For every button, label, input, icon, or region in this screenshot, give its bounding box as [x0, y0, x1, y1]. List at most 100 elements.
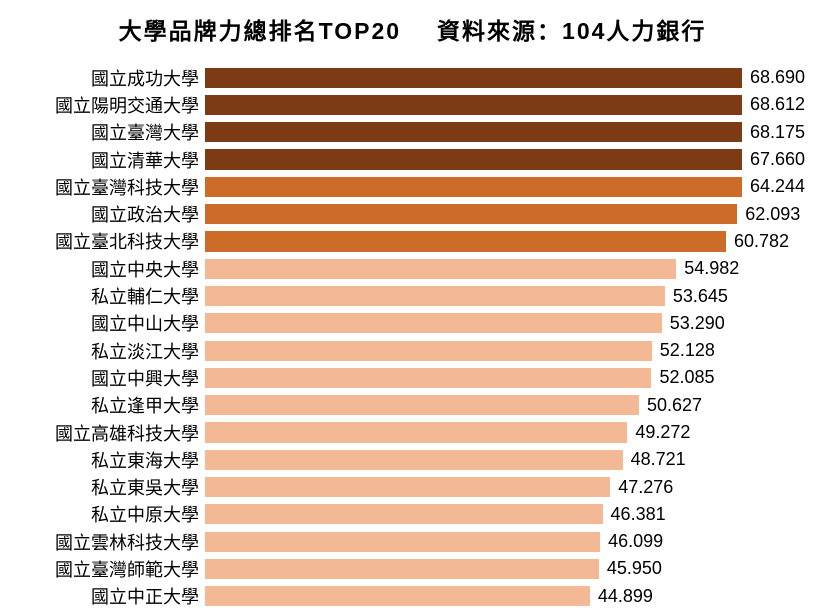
bar-zone: 60.782	[205, 228, 805, 255]
bar-value: 60.782	[734, 231, 789, 252]
bar-value: 53.645	[673, 286, 728, 307]
bar-zone: 49.272	[205, 419, 805, 446]
chart-row: 國立高雄科技大學 49.272	[20, 419, 805, 446]
bar-value: 47.276	[618, 477, 673, 498]
chart-row: 私立逢甲大學 50.627	[20, 392, 805, 419]
bar-value: 52.085	[659, 367, 714, 388]
bar-value: 54.982	[684, 258, 739, 279]
bar-zone: 44.899	[205, 583, 805, 610]
bar-value: 48.721	[631, 449, 686, 470]
bar-label: 國立中興大學	[20, 365, 205, 391]
bar-zone: 46.381	[205, 501, 805, 528]
bar-value: 52.128	[660, 340, 715, 361]
bar-value: 49.272	[635, 422, 690, 443]
bar-label: 私立東海大學	[20, 447, 205, 473]
bar-label: 私立東吳大學	[20, 474, 205, 500]
chart-row: 國立政治大學 62.093	[20, 200, 805, 227]
bar-label: 國立中央大學	[20, 256, 205, 282]
bar-label: 私立逢甲大學	[20, 392, 205, 418]
bar-zone: 64.244	[205, 173, 805, 200]
bar	[205, 313, 662, 333]
bar-label: 私立輔仁大學	[20, 283, 205, 309]
chart-row: 私立東海大學 48.721	[20, 446, 805, 473]
bar-value: 68.612	[750, 94, 805, 115]
bar-zone: 48.721	[205, 446, 805, 473]
bar-label: 國立清華大學	[20, 147, 205, 173]
bar	[205, 559, 599, 579]
bar	[205, 586, 590, 606]
bar-label: 國立成功大學	[20, 65, 205, 91]
bar-value: 53.290	[670, 313, 725, 334]
bar-value: 46.381	[611, 504, 666, 525]
bar	[205, 286, 665, 306]
chart-row: 國立中山大學 53.290	[20, 310, 805, 337]
bar-zone: 52.128	[205, 337, 805, 364]
chart-row: 國立中興大學 52.085	[20, 364, 805, 391]
chart-row: 國立雲林科技大學 46.099	[20, 528, 805, 555]
bar-label: 國立臺灣大學	[20, 119, 205, 145]
bar-label: 國立中正大學	[20, 583, 205, 609]
bar	[205, 422, 627, 442]
bar	[205, 504, 603, 524]
bar-zone: 53.645	[205, 282, 805, 309]
bar	[205, 477, 610, 497]
bar	[205, 204, 737, 224]
bar-label: 國立中山大學	[20, 310, 205, 336]
bar-zone: 67.660	[205, 146, 805, 173]
bar-value: 45.950	[607, 558, 662, 579]
chart-row: 私立輔仁大學 53.645	[20, 282, 805, 309]
bar-label: 國立陽明交通大學	[20, 92, 205, 118]
bar-label: 國立雲林科技大學	[20, 529, 205, 555]
bar-value: 67.660	[750, 149, 805, 170]
bar-label: 私立淡江大學	[20, 338, 205, 364]
bar-label: 國立臺北科技大學	[20, 228, 205, 254]
chart-row: 國立臺灣科技大學64.244	[20, 173, 805, 200]
chart-row: 國立中央大學 54.982	[20, 255, 805, 282]
bar	[205, 341, 652, 361]
chart-row: 私立東吳大學 47.276	[20, 473, 805, 500]
bar-label: 國立政治大學	[20, 201, 205, 227]
bar-zone: 45.950	[205, 555, 805, 582]
bar-zone: 46.099	[205, 528, 805, 555]
bar	[205, 122, 742, 142]
bar-zone: 68.175	[205, 119, 805, 146]
bar-value: 62.093	[745, 204, 800, 225]
bar	[205, 95, 742, 115]
bar-zone: 68.690	[205, 64, 805, 91]
bar-value: 44.899	[598, 586, 653, 607]
chart-title-line: 大學品牌力總排名TOP20 資料來源：104人力銀行	[20, 12, 805, 46]
chart-row: 國立臺北科技大學 60.782	[20, 228, 805, 255]
chart-row: 私立中原大學 46.381	[20, 501, 805, 528]
bar-label: 私立中原大學	[20, 501, 205, 527]
bar-zone: 68.612	[205, 91, 805, 118]
bar-value: 68.175	[750, 122, 805, 143]
bar-zone: 54.982	[205, 255, 805, 282]
bar-value: 50.627	[647, 395, 702, 416]
chart-container: 大學品牌力總排名TOP20 資料來源：104人力銀行 國立成功大學68.690國…	[0, 0, 825, 613]
chart-title-left: 大學品牌力總排名TOP20	[119, 12, 401, 46]
bar	[205, 532, 600, 552]
chart-rows: 國立成功大學68.690國立陽明交通大學68.612國立臺灣大學68.175國立…	[20, 64, 805, 610]
chart-row: 國立臺灣師範大學 45.950	[20, 555, 805, 582]
bar	[205, 149, 742, 169]
chart-title-right: 資料來源：104人力銀行	[437, 12, 706, 46]
bar-label: 國立臺灣師範大學	[20, 556, 205, 582]
bar-value: 68.690	[750, 67, 805, 88]
bar-zone: 47.276	[205, 473, 805, 500]
bar	[205, 177, 742, 197]
bar	[205, 68, 742, 88]
chart-row: 國立成功大學 68.690	[20, 64, 805, 91]
chart-row: 國立臺灣大學 68.175	[20, 119, 805, 146]
bar-label: 國立高雄科技大學	[20, 420, 205, 446]
bar	[205, 259, 676, 279]
bar	[205, 395, 639, 415]
bar-zone: 53.290	[205, 310, 805, 337]
chart-row: 私立淡江大學 52.128	[20, 337, 805, 364]
chart-row: 國立清華大學 67.660	[20, 146, 805, 173]
bar-label: 國立臺灣科技大學	[20, 174, 205, 200]
bar-value: 46.099	[608, 531, 663, 552]
chart-row: 國立中正大學 44.899	[20, 583, 805, 610]
bar	[205, 231, 726, 251]
bar-zone: 50.627	[205, 392, 805, 419]
bar-zone: 62.093	[205, 200, 805, 227]
